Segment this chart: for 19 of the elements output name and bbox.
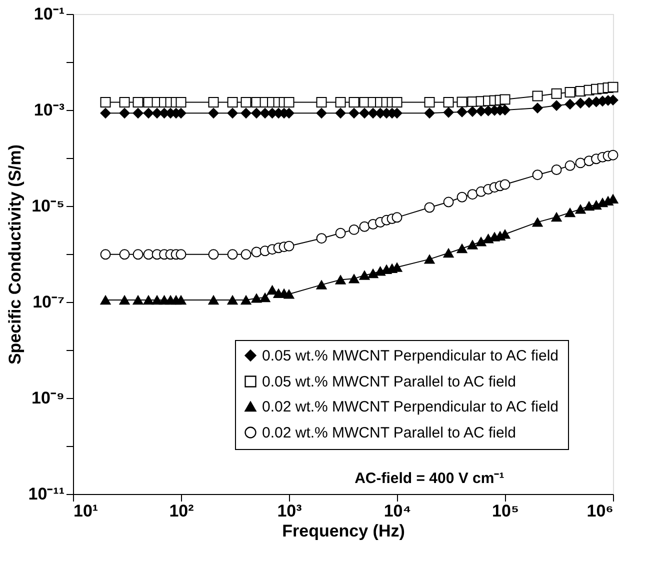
x-tick-label: 10⁶ [586, 502, 614, 520]
legend-label: 0.02 wt.% MWCNT Perpendicular to AC field [262, 398, 559, 416]
x-axis-title: Frequency (Hz) [282, 522, 405, 540]
x-tick-label: 10¹ [74, 502, 98, 520]
y-tick-label: 10⁻⁷ [32, 292, 64, 312]
x-tick-label: 10² [169, 502, 194, 520]
x-tick-label: 10³ [277, 502, 302, 520]
annotation: AC-field = 400 V cm⁻¹ [354, 470, 504, 487]
y-tick-label: 10⁻⁵ [32, 196, 64, 216]
x-tick-label: 10⁵ [492, 502, 519, 520]
y-tick-label: 10⁻⁹ [32, 388, 64, 408]
y-axis-title: Specific Conductivity (S/m) [5, 144, 24, 365]
legend-label: 0.05 wt.% MWCNT Perpendicular to AC field [262, 348, 559, 364]
y-tick-label: 10⁻¹¹ [28, 484, 65, 504]
legend-label: 0.05 wt.% MWCNT Parallel to AC field [262, 374, 516, 390]
x-tick-label: 10⁴ [384, 502, 412, 520]
y-tick-label: 10⁻³ [34, 100, 65, 120]
legend-label: 0.02 wt.% MWCNT Parallel to AC field [262, 424, 516, 442]
y-tick-label: 10⁻¹ [34, 4, 65, 24]
